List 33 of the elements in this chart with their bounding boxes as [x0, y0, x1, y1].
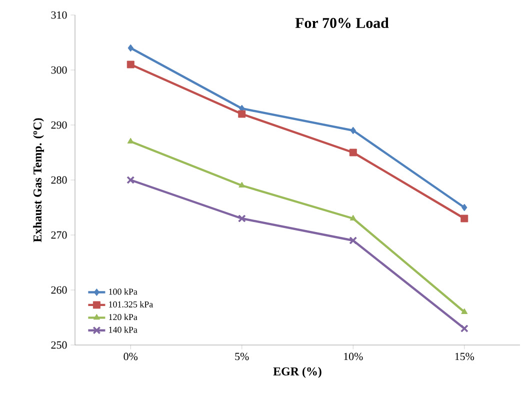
x-tick-label: 15%: [455, 352, 474, 360]
legend-label: 101.325 kPa: [109, 301, 153, 308]
y-tick-label: 310: [51, 11, 67, 19]
chart-title: For 70% Load: [295, 18, 389, 28]
point: [349, 148, 357, 156]
point: [461, 308, 468, 314]
point: [349, 236, 357, 244]
point: [460, 324, 468, 332]
x-tick-label: 10%: [344, 352, 363, 360]
y-tick-label: 270: [51, 231, 67, 239]
legend-label: 100 kPa: [109, 288, 138, 295]
point: [127, 138, 134, 144]
y-tick-label: 260: [51, 286, 67, 294]
point: [128, 44, 134, 52]
x-tick-label: 5%: [235, 352, 249, 360]
legend-label: 120 kPa: [109, 314, 138, 320]
point: [462, 204, 468, 212]
y-tick-label: 300: [51, 66, 67, 74]
point: [238, 110, 246, 118]
x-tick-label: 0%: [124, 352, 138, 360]
point: [238, 182, 246, 188]
y-tick-label: 250: [51, 341, 67, 349]
point: [238, 214, 246, 222]
point: [350, 214, 356, 220]
point: [126, 176, 134, 184]
y-axis-title: Exhaust Gas Temp. ($^{o}$C): [33, 118, 44, 242]
x-axis-title: EGR (%): [273, 367, 322, 378]
legend-label: 140 kPa: [109, 326, 138, 333]
point: [350, 126, 356, 134]
y-tick-label: 290: [51, 121, 67, 129]
y-tick-label: 280: [51, 176, 67, 184]
point: [460, 214, 468, 222]
point: [126, 60, 134, 68]
